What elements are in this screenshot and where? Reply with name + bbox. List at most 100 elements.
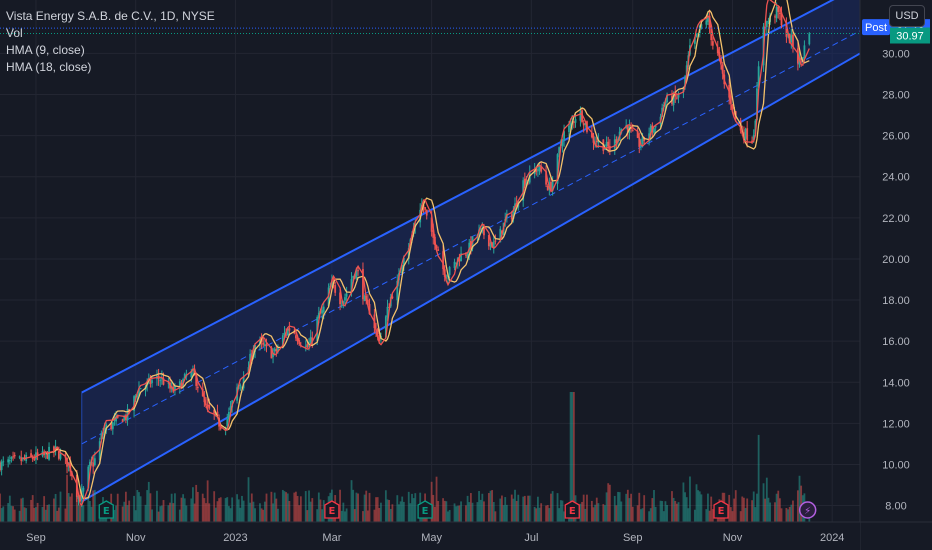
- candle[interactable]: [82, 487, 85, 492]
- candle[interactable]: [640, 144, 642, 147]
- candle[interactable]: [10, 457, 13, 459]
- candle[interactable]: [110, 423, 113, 429]
- candle[interactable]: [430, 217, 433, 232]
- candle[interactable]: [136, 395, 139, 398]
- candle[interactable]: [206, 404, 209, 407]
- candle[interactable]: [7, 459, 10, 463]
- candle[interactable]: [344, 297, 346, 301]
- candle[interactable]: [241, 386, 243, 388]
- candle[interactable]: [626, 125, 629, 133]
- candle[interactable]: [765, 21, 768, 27]
- candle[interactable]: [574, 119, 577, 123]
- candle[interactable]: [273, 348, 276, 352]
- candle[interactable]: [352, 275, 355, 279]
- candle[interactable]: [774, 16, 776, 18]
- candle[interactable]: [254, 345, 256, 352]
- candle[interactable]: [174, 385, 176, 391]
- candle[interactable]: [213, 409, 216, 414]
- candle[interactable]: [89, 461, 91, 467]
- candle[interactable]: [512, 210, 515, 219]
- candle[interactable]: [13, 454, 16, 457]
- candle[interactable]: [595, 140, 598, 143]
- candle[interactable]: [304, 345, 307, 347]
- candle[interactable]: [479, 228, 482, 230]
- candle[interactable]: [466, 254, 469, 258]
- candle[interactable]: [672, 93, 675, 106]
- candle[interactable]: [162, 378, 165, 385]
- candle[interactable]: [376, 328, 379, 335]
- legend-title[interactable]: Vista Energy S.A.B. de C.V., 1D, NYSE: [6, 9, 215, 23]
- candle[interactable]: [277, 347, 279, 352]
- candle[interactable]: [18, 456, 21, 458]
- candle[interactable]: [339, 292, 341, 305]
- candle[interactable]: [757, 66, 760, 88]
- candle[interactable]: [295, 335, 297, 339]
- candle[interactable]: [754, 120, 757, 135]
- earnings-icon[interactable]: E: [564, 500, 580, 519]
- candle[interactable]: [12, 456, 14, 458]
- candle[interactable]: [115, 416, 117, 422]
- earnings-icon[interactable]: E: [713, 500, 729, 519]
- candle[interactable]: [556, 154, 559, 184]
- candle[interactable]: [391, 296, 394, 299]
- candle[interactable]: [229, 406, 232, 411]
- candle[interactable]: [569, 123, 572, 126]
- candle[interactable]: [708, 15, 711, 28]
- candle[interactable]: [183, 373, 186, 379]
- candle[interactable]: [785, 24, 788, 37]
- candle[interactable]: [111, 422, 114, 430]
- candle[interactable]: [396, 281, 399, 301]
- candle[interactable]: [752, 134, 755, 140]
- candle[interactable]: [103, 428, 106, 433]
- time-axis[interactable]: [0, 522, 860, 550]
- candle[interactable]: [33, 458, 36, 460]
- candle[interactable]: [494, 240, 497, 242]
- candle[interactable]: [775, 6, 778, 19]
- candle[interactable]: [582, 123, 585, 126]
- candle[interactable]: [31, 457, 34, 459]
- candle[interactable]: [226, 419, 229, 426]
- candle[interactable]: [363, 295, 366, 301]
- candle[interactable]: [93, 458, 96, 466]
- candle[interactable]: [309, 336, 312, 346]
- candle[interactable]: [306, 344, 309, 348]
- candle[interactable]: [362, 269, 364, 300]
- candle[interactable]: [615, 139, 618, 144]
- candle[interactable]: [59, 453, 62, 459]
- candle[interactable]: [321, 310, 323, 314]
- candle[interactable]: [293, 331, 296, 334]
- candle[interactable]: [442, 251, 444, 270]
- candle[interactable]: [790, 35, 793, 42]
- earnings-icon[interactable]: E: [324, 500, 340, 519]
- candle[interactable]: [641, 136, 644, 144]
- candle[interactable]: [636, 130, 639, 138]
- candle[interactable]: [46, 452, 49, 459]
- candle[interactable]: [192, 369, 194, 371]
- candle[interactable]: [579, 111, 582, 121]
- candle[interactable]: [322, 306, 325, 313]
- candle[interactable]: [677, 94, 680, 98]
- candle[interactable]: [568, 125, 570, 132]
- candle[interactable]: [100, 433, 103, 440]
- currency-button[interactable]: USD: [889, 5, 925, 27]
- candle[interactable]: [731, 104, 734, 109]
- candle[interactable]: [780, 12, 783, 26]
- candle[interactable]: [20, 457, 23, 462]
- candle[interactable]: [121, 419, 124, 423]
- candle[interactable]: [711, 41, 714, 46]
- candle[interactable]: [308, 344, 310, 347]
- earnings-icon[interactable]: E: [98, 500, 114, 519]
- candle[interactable]: [653, 128, 655, 133]
- candle[interactable]: [159, 380, 162, 382]
- candle[interactable]: [402, 257, 405, 267]
- candle[interactable]: [572, 121, 575, 123]
- candle[interactable]: [705, 20, 708, 25]
- news-flash-icon[interactable]: ⚡: [798, 501, 817, 519]
- candle[interactable]: [190, 371, 193, 378]
- candle[interactable]: [355, 269, 358, 279]
- candle[interactable]: [69, 460, 72, 472]
- candle[interactable]: [275, 349, 278, 352]
- candle[interactable]: [638, 137, 641, 147]
- candle[interactable]: [537, 169, 539, 171]
